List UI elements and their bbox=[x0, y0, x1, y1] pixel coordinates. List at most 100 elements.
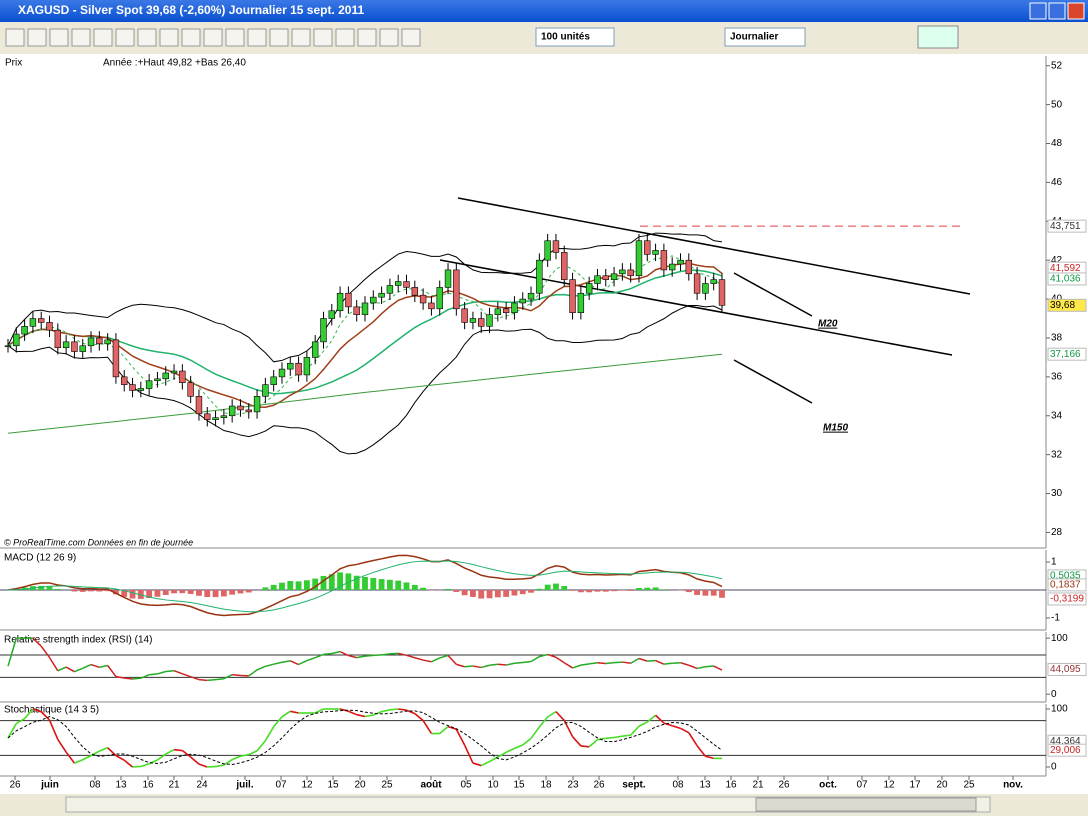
footer-text: © ProRealTime.com Données en fin de jour… bbox=[4, 537, 193, 547]
macd-histogram bbox=[619, 590, 625, 591]
date-label: 15 bbox=[513, 780, 525, 791]
macd-histogram bbox=[204, 590, 210, 597]
tool-icon[interactable] bbox=[116, 29, 134, 46]
rsi-segment bbox=[232, 675, 240, 676]
tool-icon[interactable] bbox=[292, 29, 310, 46]
rsi-segment bbox=[382, 654, 390, 655]
candle-body bbox=[644, 241, 650, 255]
candle-body bbox=[329, 311, 335, 319]
rsi-segment bbox=[589, 663, 597, 664]
candle-body bbox=[271, 377, 277, 385]
tool-icon[interactable] bbox=[28, 29, 46, 46]
value-marker-label: 43,751 bbox=[1050, 221, 1081, 232]
value-marker-label: -0,3199 bbox=[1050, 594, 1084, 605]
tool-icon[interactable] bbox=[248, 29, 266, 46]
candle-body bbox=[420, 295, 426, 303]
candle-body bbox=[88, 338, 94, 346]
candle-body bbox=[22, 326, 28, 334]
date-label: 05 bbox=[460, 780, 472, 791]
tool-icon[interactable] bbox=[94, 29, 112, 46]
panel-label: Prix bbox=[5, 58, 22, 69]
candle-body bbox=[478, 319, 484, 327]
candle-body bbox=[229, 406, 235, 416]
macd-histogram bbox=[512, 590, 518, 596]
candle-body bbox=[262, 385, 268, 397]
stoch-k-segment bbox=[622, 735, 630, 736]
macd-histogram bbox=[478, 590, 484, 599]
tool-icon[interactable] bbox=[160, 29, 178, 46]
candle-body bbox=[719, 280, 725, 306]
tool-icon[interactable] bbox=[204, 29, 222, 46]
rsi-segment bbox=[614, 662, 622, 663]
value-marker-label: 41,592 bbox=[1050, 263, 1081, 274]
macd-histogram bbox=[163, 590, 169, 595]
date-label: 25 bbox=[963, 780, 975, 791]
date-label: 15 bbox=[327, 780, 339, 791]
y-tick-label: 100 bbox=[1051, 633, 1068, 644]
date-label: 26 bbox=[593, 780, 605, 791]
minimize-button[interactable] bbox=[1030, 3, 1046, 19]
date-label: 16 bbox=[142, 780, 154, 791]
rsi-segment bbox=[647, 661, 655, 662]
y-tick-label: 52 bbox=[1051, 60, 1063, 71]
tool-icon[interactable] bbox=[182, 29, 200, 46]
candle-body bbox=[362, 303, 368, 315]
date-label: 12 bbox=[883, 780, 895, 791]
tool-icon[interactable] bbox=[50, 29, 68, 46]
scroll-thumb[interactable] bbox=[756, 798, 976, 811]
tool-icon[interactable] bbox=[314, 29, 332, 46]
candle-body bbox=[570, 280, 576, 313]
candle-body bbox=[287, 363, 293, 369]
tool-icon[interactable] bbox=[380, 29, 398, 46]
macd-histogram bbox=[603, 590, 609, 592]
tool-icon[interactable] bbox=[270, 29, 288, 46]
y-tick-label: 100 bbox=[1051, 704, 1068, 715]
candle-body bbox=[213, 418, 219, 420]
tool-icon[interactable] bbox=[72, 29, 90, 46]
tool-icon[interactable] bbox=[138, 29, 156, 46]
date-label: sept. bbox=[622, 780, 646, 791]
candle-body bbox=[96, 338, 102, 344]
y-tick-label: 0 bbox=[1051, 762, 1057, 773]
value-marker-label: 0,1837 bbox=[1050, 580, 1081, 591]
macd-histogram bbox=[72, 590, 78, 591]
candle-body bbox=[653, 250, 659, 254]
macd-histogram bbox=[611, 590, 617, 591]
stoch-k-segment bbox=[174, 750, 182, 751]
rsi-segment bbox=[514, 663, 522, 664]
tool-icon[interactable] bbox=[402, 29, 420, 46]
tool-icon[interactable] bbox=[358, 29, 376, 46]
candle-body bbox=[337, 293, 343, 311]
macd-histogram bbox=[155, 590, 161, 597]
rsi-segment bbox=[465, 666, 473, 667]
date-label: 20 bbox=[936, 780, 948, 791]
candle-body bbox=[586, 284, 592, 294]
macd-histogram bbox=[553, 584, 559, 590]
maximize-button[interactable] bbox=[1049, 3, 1065, 19]
macd-histogram bbox=[179, 590, 185, 593]
candle-body bbox=[163, 373, 169, 379]
units-text: 100 unités bbox=[541, 32, 590, 43]
candle-body bbox=[694, 274, 700, 293]
candle-body bbox=[188, 383, 194, 397]
close-button[interactable] bbox=[1068, 3, 1084, 19]
value-marker-label: 41,036 bbox=[1050, 274, 1081, 285]
macd-histogram bbox=[387, 580, 393, 590]
m150-note: M150 bbox=[823, 423, 848, 434]
candle-body bbox=[379, 293, 385, 297]
stoch-k-segment bbox=[133, 766, 141, 767]
tool-icon[interactable] bbox=[226, 29, 244, 46]
candle-body bbox=[503, 309, 509, 313]
rsi-segment bbox=[207, 680, 215, 681]
date-label: 16 bbox=[725, 780, 737, 791]
macd-histogram bbox=[561, 586, 567, 590]
macd-histogram bbox=[702, 590, 708, 596]
date-label: 10 bbox=[487, 780, 499, 791]
indicator-button[interactable] bbox=[918, 26, 958, 48]
macd-histogram bbox=[188, 590, 194, 594]
tool-icon[interactable] bbox=[336, 29, 354, 46]
candle-body bbox=[453, 270, 459, 309]
tool-icon[interactable] bbox=[6, 29, 24, 46]
y-tick-label: 28 bbox=[1051, 527, 1063, 538]
candle-body bbox=[321, 319, 327, 342]
